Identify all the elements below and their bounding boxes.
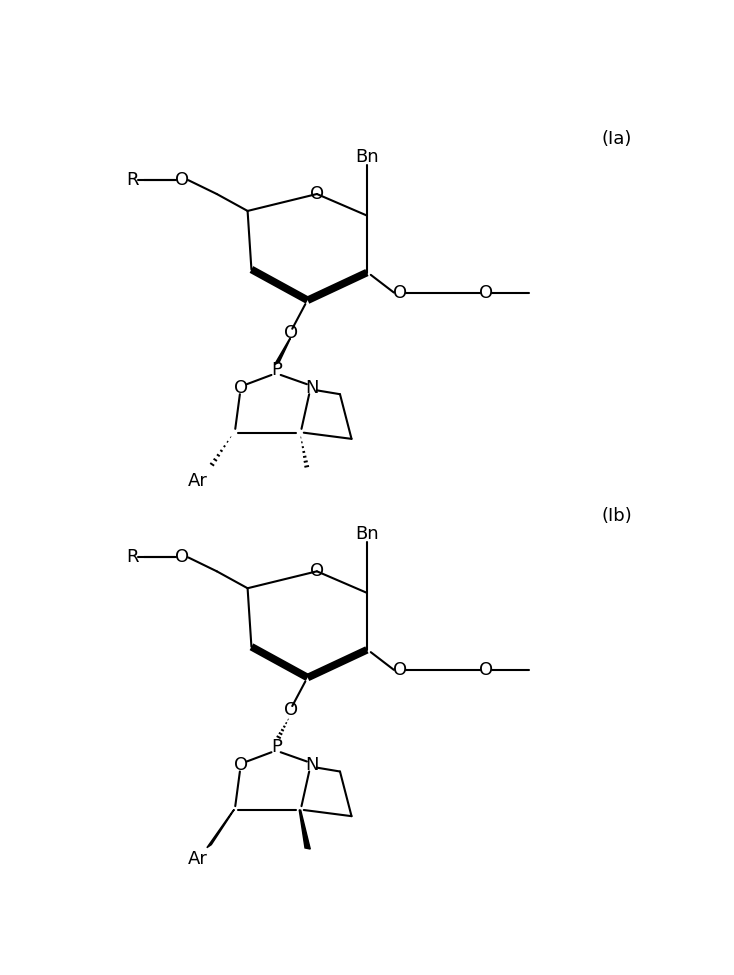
Text: O: O — [393, 661, 407, 679]
Text: Bn: Bn — [355, 526, 379, 543]
Text: R: R — [126, 549, 138, 566]
Text: P: P — [272, 738, 283, 756]
Text: O: O — [310, 185, 324, 203]
Text: Bn: Bn — [355, 148, 379, 166]
Text: O: O — [175, 172, 189, 189]
Text: O: O — [393, 284, 407, 301]
Text: O: O — [479, 661, 493, 679]
Text: O: O — [310, 563, 324, 580]
Text: (Ia): (Ia) — [602, 130, 633, 147]
Polygon shape — [207, 809, 234, 847]
Text: N: N — [305, 757, 319, 774]
Text: O: O — [175, 549, 189, 566]
Polygon shape — [275, 338, 291, 365]
Polygon shape — [299, 810, 310, 849]
Text: O: O — [479, 284, 493, 301]
Text: Ar: Ar — [188, 472, 208, 490]
Text: (Ib): (Ib) — [602, 507, 633, 525]
Text: O: O — [234, 757, 249, 774]
Text: N: N — [305, 379, 319, 397]
Text: O: O — [234, 379, 249, 397]
Text: O: O — [284, 701, 299, 719]
Text: Ar: Ar — [188, 849, 208, 868]
Text: R: R — [126, 172, 138, 189]
Text: P: P — [272, 361, 283, 378]
Text: O: O — [284, 324, 299, 341]
